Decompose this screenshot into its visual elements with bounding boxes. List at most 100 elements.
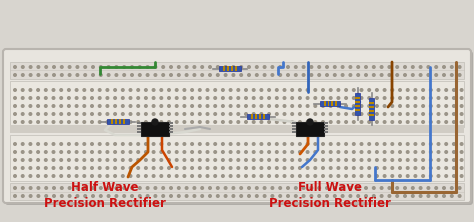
Circle shape xyxy=(175,159,178,161)
Bar xyxy=(107,119,129,125)
FancyBboxPatch shape xyxy=(3,49,471,203)
Circle shape xyxy=(222,113,224,115)
Circle shape xyxy=(232,66,235,68)
Circle shape xyxy=(414,121,417,123)
Circle shape xyxy=(368,121,371,123)
Circle shape xyxy=(341,187,344,189)
Circle shape xyxy=(460,151,463,153)
Circle shape xyxy=(283,105,286,107)
Circle shape xyxy=(460,113,463,115)
Circle shape xyxy=(406,121,409,123)
Circle shape xyxy=(329,159,332,161)
Circle shape xyxy=(175,167,178,169)
Circle shape xyxy=(232,195,235,197)
Circle shape xyxy=(129,121,132,123)
Circle shape xyxy=(368,143,371,145)
Bar xyxy=(137,131,141,133)
Circle shape xyxy=(84,66,86,68)
Circle shape xyxy=(341,74,344,76)
Circle shape xyxy=(177,74,180,76)
Circle shape xyxy=(337,121,340,123)
Circle shape xyxy=(375,105,378,107)
Circle shape xyxy=(14,74,16,76)
Circle shape xyxy=(458,187,461,189)
Circle shape xyxy=(183,151,186,153)
Circle shape xyxy=(60,175,63,177)
Circle shape xyxy=(260,113,263,115)
Circle shape xyxy=(123,66,126,68)
Circle shape xyxy=(373,74,375,76)
Bar xyxy=(324,123,328,125)
Circle shape xyxy=(299,97,301,99)
Circle shape xyxy=(375,159,378,161)
Circle shape xyxy=(429,159,432,161)
Circle shape xyxy=(404,187,406,189)
Circle shape xyxy=(399,89,401,91)
Bar xyxy=(320,101,340,107)
Circle shape xyxy=(68,159,70,161)
Circle shape xyxy=(437,143,440,145)
Circle shape xyxy=(360,159,363,161)
Circle shape xyxy=(68,143,70,145)
Circle shape xyxy=(152,159,155,161)
Circle shape xyxy=(162,66,164,68)
Circle shape xyxy=(29,159,32,161)
Circle shape xyxy=(380,74,383,76)
Circle shape xyxy=(245,159,247,161)
Circle shape xyxy=(91,167,93,169)
Circle shape xyxy=(275,105,278,107)
Circle shape xyxy=(245,175,247,177)
Circle shape xyxy=(217,187,219,189)
Bar xyxy=(219,67,241,71)
Circle shape xyxy=(99,97,101,99)
Circle shape xyxy=(383,151,386,153)
Circle shape xyxy=(106,89,109,91)
Circle shape xyxy=(260,159,263,161)
Circle shape xyxy=(252,167,255,169)
Bar xyxy=(296,122,324,136)
Circle shape xyxy=(206,175,209,177)
Circle shape xyxy=(368,105,371,107)
Circle shape xyxy=(29,175,32,177)
Circle shape xyxy=(152,113,155,115)
Circle shape xyxy=(314,105,317,107)
Circle shape xyxy=(380,187,383,189)
Circle shape xyxy=(422,175,424,177)
Circle shape xyxy=(299,151,301,153)
Circle shape xyxy=(61,195,63,197)
Circle shape xyxy=(299,121,301,123)
Circle shape xyxy=(100,195,102,197)
Circle shape xyxy=(383,175,386,177)
Circle shape xyxy=(429,89,432,91)
Circle shape xyxy=(162,195,164,197)
Circle shape xyxy=(114,175,117,177)
Circle shape xyxy=(453,113,455,115)
Circle shape xyxy=(237,97,239,99)
Circle shape xyxy=(271,66,273,68)
Circle shape xyxy=(453,89,455,91)
Circle shape xyxy=(337,159,340,161)
Circle shape xyxy=(391,143,393,145)
Circle shape xyxy=(14,167,16,169)
Circle shape xyxy=(460,143,463,145)
Circle shape xyxy=(240,74,243,76)
Circle shape xyxy=(106,159,109,161)
Circle shape xyxy=(237,175,239,177)
Circle shape xyxy=(411,195,414,197)
Circle shape xyxy=(52,113,55,115)
Circle shape xyxy=(83,151,86,153)
Circle shape xyxy=(83,121,86,123)
Circle shape xyxy=(160,113,163,115)
Circle shape xyxy=(206,151,209,153)
Circle shape xyxy=(450,74,453,76)
Circle shape xyxy=(360,151,363,153)
Circle shape xyxy=(99,113,101,115)
Circle shape xyxy=(68,121,70,123)
Circle shape xyxy=(263,74,266,76)
Circle shape xyxy=(283,175,286,177)
Circle shape xyxy=(91,175,93,177)
Circle shape xyxy=(99,89,101,91)
Circle shape xyxy=(365,187,367,189)
Circle shape xyxy=(275,143,278,145)
Circle shape xyxy=(349,74,352,76)
